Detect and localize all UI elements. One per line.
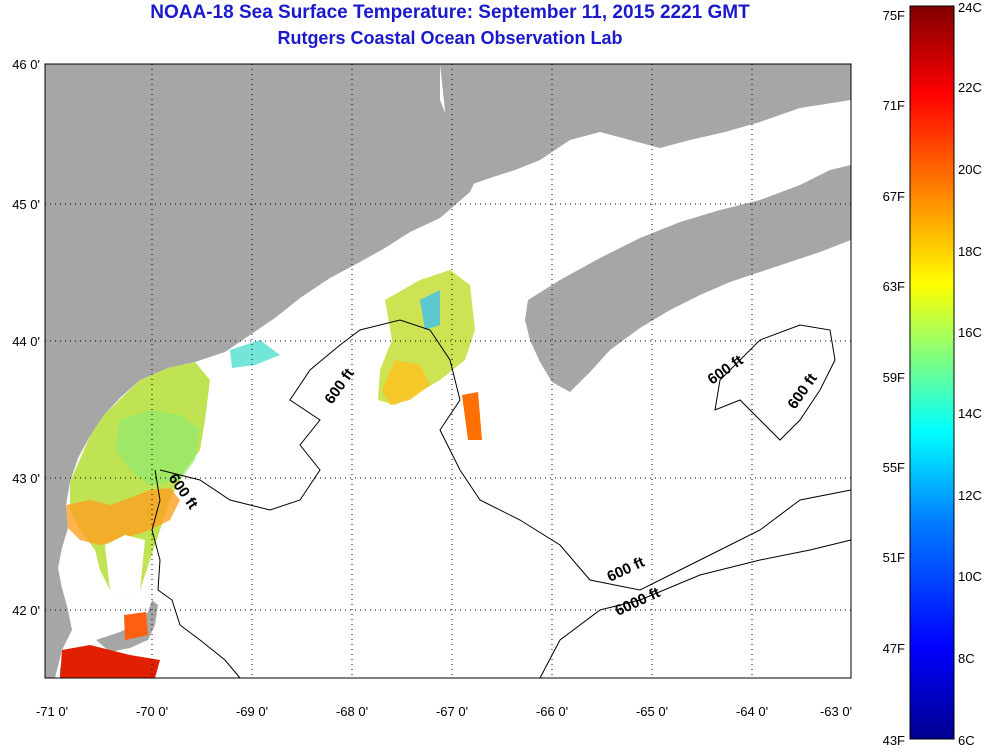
land-new-brunswick: [440, 64, 851, 185]
colorbar-f-label: 75F: [883, 8, 905, 23]
colorbar-f-label: 43F: [883, 733, 905, 748]
contour-600ft-east: [714, 324, 836, 441]
sst-patch-warm-gulf: [66, 488, 180, 545]
colorbar-c-label: 12C: [958, 488, 982, 503]
colorbar-c-label: 22C: [958, 80, 982, 95]
lon-tick-label: -66 0': [536, 704, 568, 719]
depth-contours: [151, 319, 852, 679]
colorbar-f-label: 47F: [883, 641, 905, 656]
lon-tick-labels: -71 0' -70 0' -69 0' -68 0' -67 0' -66 0…: [36, 704, 852, 719]
sst-patch-cape-warm: [124, 612, 148, 640]
colorbar-c-label: 20C: [958, 162, 982, 177]
colorbar-f-label: 51F: [883, 550, 905, 565]
contour-600ft-west: [151, 469, 241, 679]
lon-tick-label: -64 0': [736, 704, 768, 719]
lat-tick-label: 43 0': [12, 471, 40, 486]
sst-data: [60, 270, 482, 678]
land-nova-scotia: [525, 165, 851, 392]
colorbar-c-label: 6C: [958, 733, 975, 748]
map-frame: [44, 63, 852, 679]
colorbar: [909, 5, 955, 740]
colorbar-c-label: 16C: [958, 325, 982, 340]
colorbar-c-label: 8C: [958, 651, 975, 666]
sst-patch-cool-cyan: [420, 290, 440, 330]
colorbar-c-label: 10C: [958, 569, 982, 584]
sst-patch-central: [115, 410, 200, 485]
colorbar-f-label: 71F: [883, 98, 905, 113]
map-title: NOAA-18 Sea Surface Temperature: Septemb…: [150, 2, 750, 23]
sst-patch-white-gap: [105, 535, 145, 598]
colorbar-f-label: 59F: [883, 370, 905, 385]
lon-tick-label: -69 0': [236, 704, 268, 719]
lon-tick-label: -70 0': [136, 704, 168, 719]
colorbar-f-label: 55F: [883, 460, 905, 475]
colorbar-f-label: 63F: [883, 279, 905, 294]
lat-tick-label: 44 0': [12, 334, 40, 349]
lat-tick-label: 45 0': [12, 197, 40, 212]
colorbar-c-label: 18C: [958, 244, 982, 259]
colorbar-f-labels: 75F 71F 67F 63F 59F 55F 51F 47F 43F: [883, 8, 905, 748]
lon-tick-label: -65 0': [636, 704, 668, 719]
colorbar-c-label: 24C: [958, 0, 982, 15]
colorbar-c-label: 14C: [958, 406, 982, 421]
contour-600ft-mid: [159, 319, 852, 591]
sst-patch-browns-bank: [462, 392, 482, 440]
sst-patch-inner-shelf: [230, 340, 280, 368]
lon-tick-label: -68 0': [336, 704, 368, 719]
sst-patch-bay-warm: [382, 360, 430, 405]
lon-tick-label: -67 0': [436, 704, 468, 719]
lat-tick-label: 46 0': [12, 57, 40, 72]
lon-tick-label: -63 0': [820, 704, 852, 719]
lat-tick-label: 42 0': [12, 603, 40, 618]
sst-patch-south-hot: [60, 645, 160, 678]
colorbar-c-labels: 24C 22C 20C 18C 16C 14C 12C 10C 8C 6C: [958, 0, 982, 748]
land-cape-cod: [96, 600, 158, 652]
map-subtitle: Rutgers Coastal Ocean Observation Lab: [277, 28, 623, 48]
land-new-england: [45, 64, 478, 678]
contour-6000ft: [539, 539, 852, 679]
lon-tick-label: -71 0': [36, 704, 68, 719]
colorbar-f-label: 67F: [883, 189, 905, 204]
lat-tick-labels: 46 0' 45 0' 44 0' 43 0' 42 0': [12, 57, 40, 618]
